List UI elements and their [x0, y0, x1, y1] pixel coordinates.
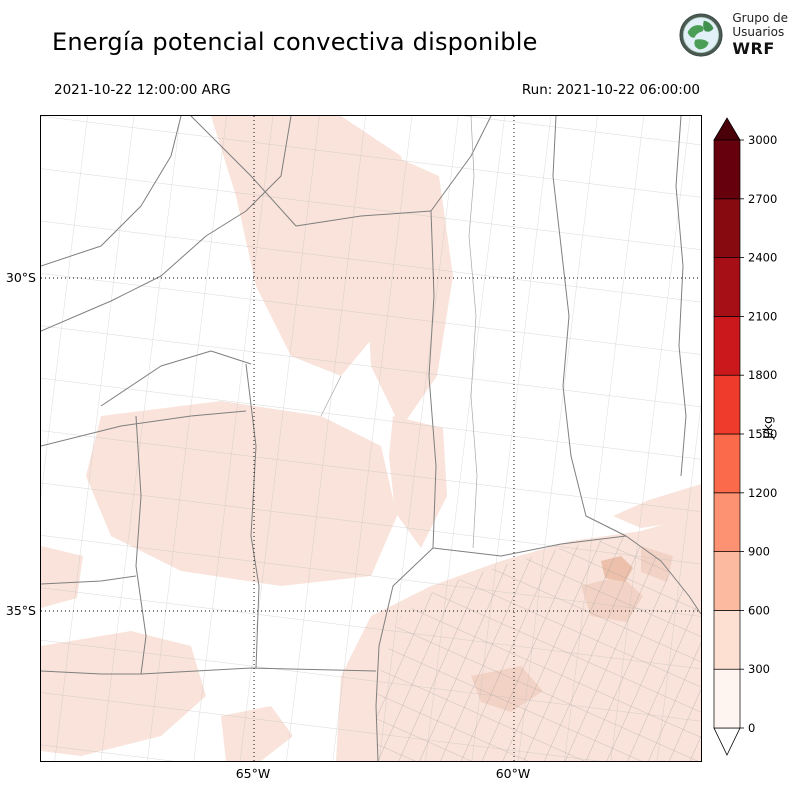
cape-map [41, 116, 701, 761]
svg-text:1200: 1200 [748, 486, 777, 500]
logo-wrf-label: WRF [732, 38, 775, 58]
colorbar-unit-label: J/kg [760, 415, 776, 440]
valid-time-label: 2021-10-22 12:00:00 ARG [54, 82, 231, 98]
logo-line-2: Usuarios [732, 24, 785, 39]
lon-tick-60w: 60°W [495, 766, 531, 781]
map-frame [40, 115, 702, 762]
lat-tick-35s: 35°S [5, 603, 36, 618]
svg-text:2400: 2400 [748, 251, 777, 265]
svg-text:0: 0 [748, 721, 755, 735]
dense-department-boundaries [376, 536, 701, 761]
logo-text: Grupo de Usuarios WRF [732, 11, 788, 58]
svg-text:900: 900 [748, 545, 770, 559]
page-title: Energía potencial convectiva disponible [52, 28, 538, 56]
province-boundaries [41, 116, 701, 761]
colorbar-scale: 0 300 600 900 1200 1500 1800 2100 2400 2700 3000 [713, 117, 777, 756]
svg-text:600: 600 [748, 603, 770, 617]
svg-text:1800: 1800 [748, 368, 777, 382]
lat-tick-30s: 30°S [5, 270, 36, 285]
colorbar: 0 300 600 900 1200 1500 1800 2100 2400 2700 3000 [712, 115, 798, 763]
svg-text:2700: 2700 [748, 192, 777, 206]
lon-tick-65w: 65°W [235, 766, 271, 781]
wrf-logo: Grupo de Usuarios WRF [678, 11, 788, 58]
logo-line-1: Grupo de [732, 11, 788, 25]
run-time-label: Run: 2021-10-22 06:00:00 [521, 82, 700, 98]
svg-text:3000: 3000 [748, 133, 777, 147]
globe-icon [679, 13, 723, 57]
svg-text:300: 300 [748, 662, 770, 676]
svg-text:1500: 1500 [748, 427, 777, 441]
svg-text:2100: 2100 [748, 309, 777, 323]
